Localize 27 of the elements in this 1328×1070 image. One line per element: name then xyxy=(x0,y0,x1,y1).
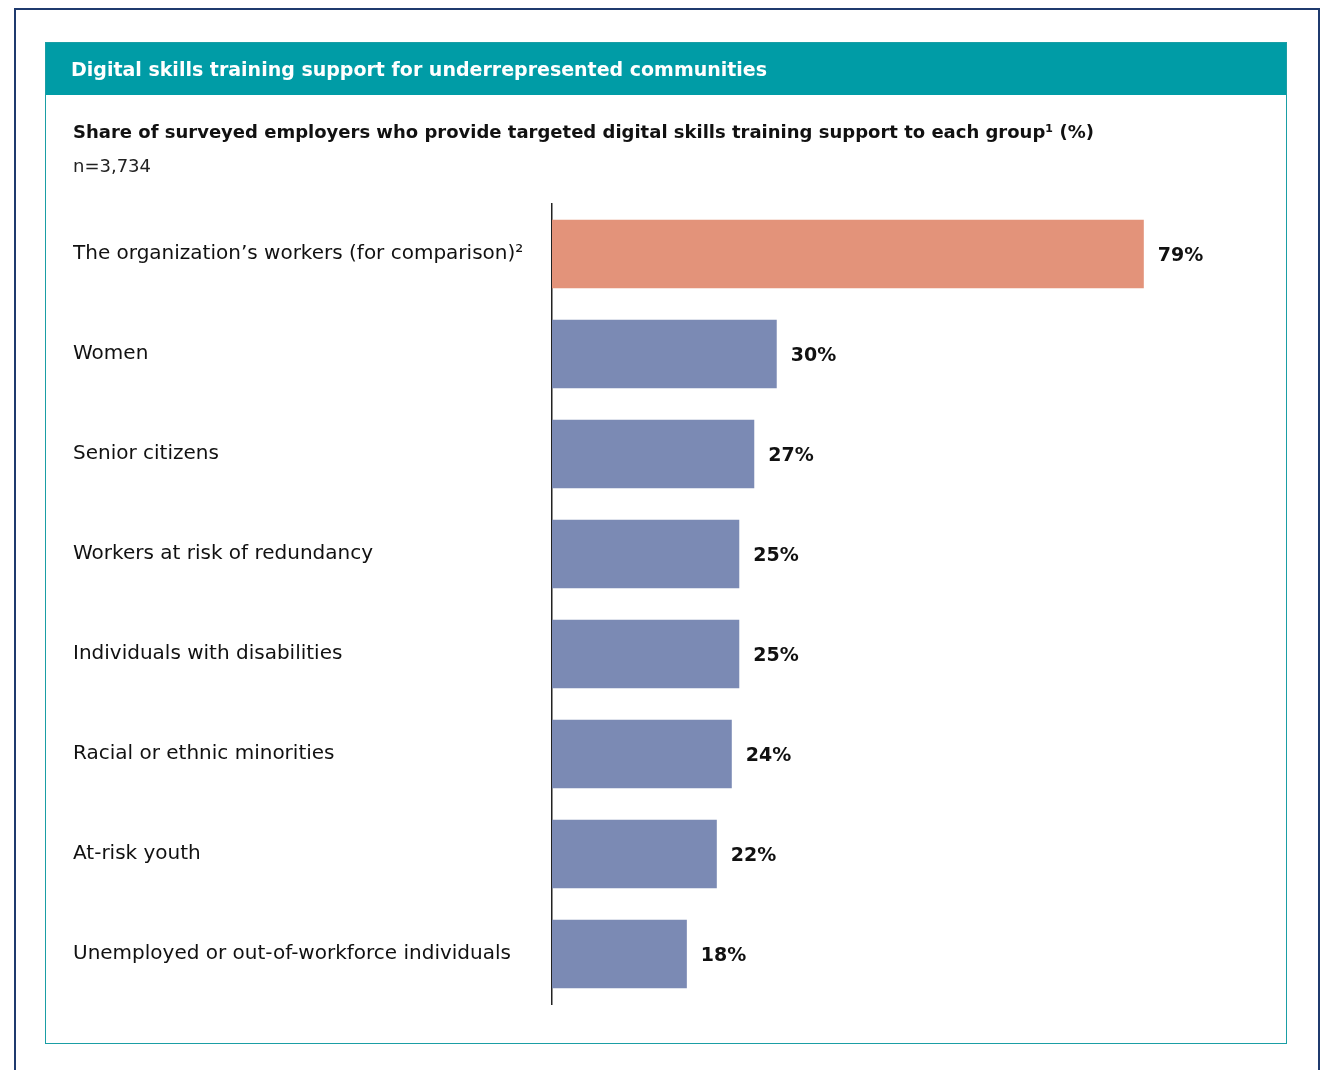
bar xyxy=(552,219,1144,289)
data-label: 24% xyxy=(745,742,792,765)
bar xyxy=(552,619,740,689)
y-tick-label: Individuals with disabilities xyxy=(73,640,343,665)
y-tick-label: Workers at risk of redundancy xyxy=(73,540,374,565)
y-tick-label: Senior citizens xyxy=(73,440,219,465)
bar xyxy=(552,519,740,589)
text: n=3,734 xyxy=(73,155,152,176)
y-tick-label: Unemployed or out-of-workforce individuals xyxy=(73,940,511,965)
bar xyxy=(552,419,755,489)
y-tick-label: The organization’s workers (for comparison)² xyxy=(72,240,524,265)
data-label: 30% xyxy=(790,342,837,365)
data-label: 18% xyxy=(700,942,747,965)
data-label: 22% xyxy=(730,842,777,865)
bar xyxy=(552,719,732,789)
chart-title: Digital skills training support for underrepresented communities xyxy=(46,43,1286,95)
y-tick-label: Women xyxy=(73,340,149,365)
y-tick-label: At-risk youth xyxy=(73,840,201,865)
bar xyxy=(552,819,717,889)
chart-subtitle: Share of surveyed employers who provide targeted digital skills training support to each group¹ (%) xyxy=(73,121,1094,142)
data-label: 25% xyxy=(753,642,799,665)
y-tick-label: Racial or ethnic minorities xyxy=(73,740,335,765)
data-label: 25% xyxy=(753,542,799,565)
bar xyxy=(552,319,777,389)
bar xyxy=(552,919,687,989)
data-label: 27% xyxy=(768,442,814,465)
data-label: 79% xyxy=(1157,242,1204,265)
